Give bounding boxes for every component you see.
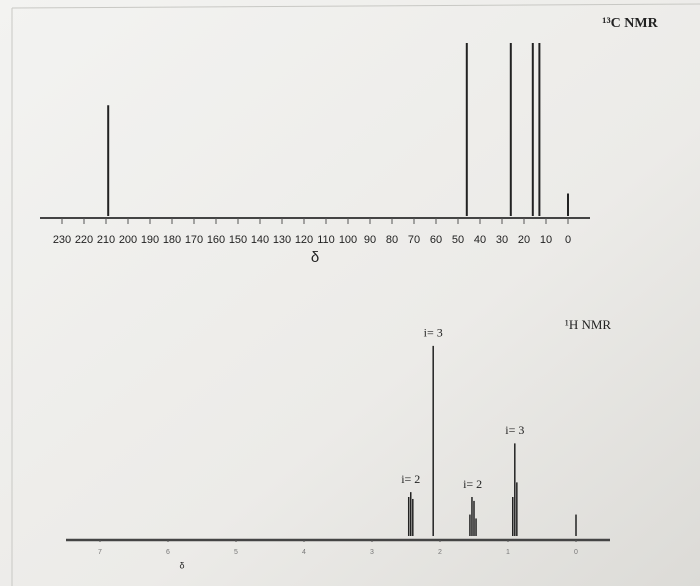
x-tick-label: 50: [452, 234, 464, 246]
x-axis-label: δ: [311, 249, 319, 266]
x-tick-label: 140: [251, 234, 269, 246]
x-tick-label: 190: [141, 234, 159, 246]
x-tick-label: 90: [364, 234, 376, 246]
x-tick-label: 70: [408, 234, 420, 246]
page-edge: [11, 3, 700, 9]
x-tick-label: 220: [75, 234, 93, 246]
x-tick-label: 170: [185, 234, 203, 246]
x-tick-label: 130: [273, 234, 291, 246]
x-tick-label: 1: [506, 549, 510, 556]
x-tick-label: 10: [540, 234, 552, 246]
chart-title: ¹H NMR: [565, 317, 611, 332]
peak-annotation: i= 3: [424, 326, 443, 340]
x-axis-label: δ: [179, 560, 184, 570]
x-tick-label: 110: [317, 234, 335, 246]
x-tick-label: 6: [166, 549, 170, 556]
x-tick-label: 30: [496, 234, 508, 246]
x-tick-label: 0: [565, 234, 571, 246]
x-tick-label: 100: [339, 234, 357, 246]
peak-annotation: i= 3: [505, 423, 524, 437]
x-tick-label: 7: [98, 549, 102, 556]
x-tick-label: 5: [234, 549, 238, 556]
peak-annotation: i= 2: [463, 477, 482, 491]
x-tick-label: 4: [302, 549, 306, 556]
x-tick-label: 2: [438, 549, 442, 556]
x-tick-label: 150: [229, 234, 247, 246]
x-tick-label: 20: [518, 234, 530, 246]
x-tick-label: 40: [474, 234, 486, 246]
chart-title: ¹³C NMR: [602, 16, 658, 31]
x-tick-label: 230: [53, 234, 71, 246]
x-tick-label: 0: [574, 549, 578, 556]
x-tick-label: 200: [119, 234, 137, 246]
x-tick-label: 210: [97, 234, 115, 246]
x-tick-label: 3: [370, 549, 374, 556]
peak-annotation: i= 2: [401, 472, 420, 486]
x-tick-label: 60: [430, 234, 442, 246]
x-tick-label: 80: [386, 234, 398, 246]
x-tick-label: 120: [295, 234, 313, 246]
x-tick-label: 160: [207, 234, 225, 246]
x-tick-label: 180: [163, 234, 181, 246]
